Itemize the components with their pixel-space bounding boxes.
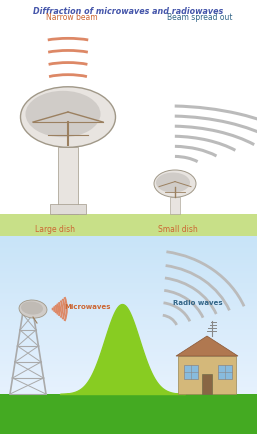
Ellipse shape bbox=[21, 302, 43, 315]
Ellipse shape bbox=[156, 173, 190, 193]
Text: Radio waves: Radio waves bbox=[173, 299, 223, 306]
FancyBboxPatch shape bbox=[58, 148, 78, 214]
FancyBboxPatch shape bbox=[184, 365, 198, 379]
FancyBboxPatch shape bbox=[170, 197, 180, 214]
Ellipse shape bbox=[154, 171, 196, 198]
FancyBboxPatch shape bbox=[218, 365, 232, 379]
Text: Large dish: Large dish bbox=[35, 224, 75, 233]
FancyBboxPatch shape bbox=[0, 214, 257, 237]
FancyBboxPatch shape bbox=[202, 374, 212, 394]
Text: Microwaves: Microwaves bbox=[65, 303, 111, 309]
Ellipse shape bbox=[25, 92, 100, 138]
Text: Narrow beam: Narrow beam bbox=[46, 13, 98, 22]
Ellipse shape bbox=[21, 88, 115, 148]
Ellipse shape bbox=[19, 300, 47, 319]
FancyBboxPatch shape bbox=[0, 394, 257, 434]
FancyBboxPatch shape bbox=[50, 204, 86, 214]
Text: Beam spread out: Beam spread out bbox=[167, 13, 233, 22]
Polygon shape bbox=[176, 336, 238, 356]
FancyBboxPatch shape bbox=[178, 356, 236, 394]
Text: Small dish: Small dish bbox=[158, 224, 198, 233]
Text: Diffraction of microwaves and radiowaves: Diffraction of microwaves and radiowaves bbox=[33, 7, 223, 16]
